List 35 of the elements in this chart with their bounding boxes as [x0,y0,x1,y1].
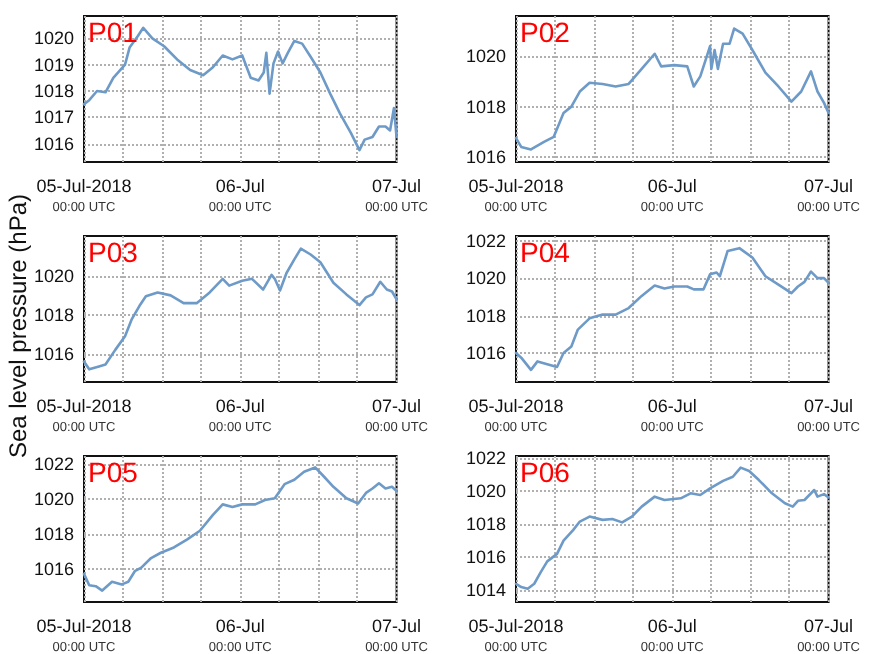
y-tick-label: 1018 [465,514,506,535]
y-tick-label: 1016 [465,146,506,167]
chart-title: P06 [520,456,571,488]
y-tick-label: 1018 [465,96,506,117]
y-tick-label: 1016 [33,133,74,154]
y-tick-label: 1022 [465,230,506,251]
chart-title: P03 [88,236,139,268]
y-tick-label: 1018 [465,305,506,326]
y-tick-label: 1020 [465,480,506,501]
y-tick-label: 1022 [465,447,506,468]
y-tick-label: 1016 [465,547,506,568]
y-tick-label: 1018 [33,304,74,325]
y-tick-label: 1020 [33,265,74,286]
chart-title: P02 [520,16,571,48]
chart-title: P05 [88,456,139,488]
chart-title: P04 [520,236,571,268]
y-tick-label: 1016 [33,343,74,364]
y-tick-label: 1016 [465,342,506,363]
line-series [514,466,830,591]
chart-title: P01 [88,16,139,48]
y-tick-label: 1018 [33,524,74,545]
y-tick-label: 1016 [33,559,74,580]
line-series [514,246,830,372]
y-tick-label: 1020 [465,268,506,289]
y-tick-label: 1020 [33,489,74,510]
y-tick-label: 1020 [33,28,74,49]
y-tick-label: 1022 [33,453,74,474]
line-series [82,26,398,152]
y-tick-label: 1019 [33,54,74,75]
y-tick-label: 1014 [465,580,506,601]
y-tick-label: 1018 [33,80,74,101]
line-series [82,466,398,592]
y-tick-label: 1020 [465,46,506,67]
y-axis-title: Sea level pressure (hPa) [4,193,32,459]
y-tick-label: 1017 [33,107,74,128]
